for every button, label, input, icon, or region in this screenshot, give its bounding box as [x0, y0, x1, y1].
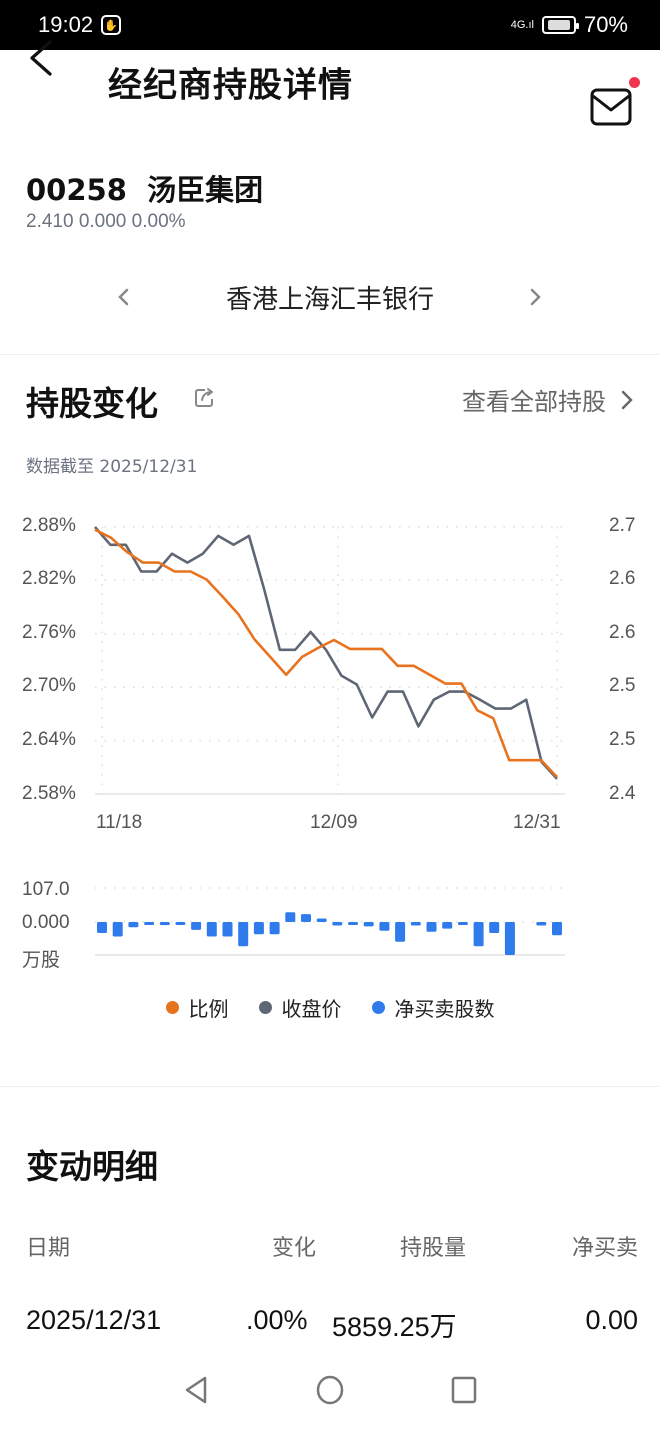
legend-item-net-trade[interactable]: 净买卖股数	[371, 993, 495, 1022]
bar-plot-area	[95, 887, 565, 956]
legend-item-ratio[interactable]: 比例	[165, 993, 229, 1022]
divider	[0, 354, 660, 355]
y-tick-right: 2.5	[609, 675, 636, 696]
legend-item-close-price[interactable]: 收盘价	[258, 993, 342, 1022]
holding-change-title: 持股变化	[26, 384, 158, 423]
y-tick-left: 2.76%	[22, 622, 76, 643]
home-circle-icon[interactable]	[315, 1375, 345, 1405]
row-date: 2025/12/31	[26, 1305, 162, 1335]
y-tick-right: 2.5	[609, 729, 636, 750]
legend-dot-icon	[258, 1001, 272, 1014]
chart-legend: 比例 收盘价 净买卖股数	[0, 993, 660, 1022]
y-tick-left: 2.70%	[22, 675, 76, 696]
next-broker-button[interactable]	[529, 287, 543, 307]
legend-dot-icon	[165, 1001, 179, 1014]
status-time: 19:02	[38, 12, 94, 37]
bar-unit: 万股	[22, 950, 61, 971]
bar-y-tick: 0.000	[22, 912, 70, 933]
battery-percent: 70%	[583, 12, 628, 37]
holding-line-chart[interactable]: 2.88% 2.82% 2.76% 2.70% 2.64% 2.58% 2.7 …	[0, 500, 660, 860]
line-plot-area	[94, 526, 565, 795]
mail-icon[interactable]	[590, 88, 632, 126]
x-tick: 12/31	[513, 812, 561, 833]
y-tick-left: 2.58%	[22, 783, 76, 804]
x-tick: 12/09	[310, 812, 358, 833]
prev-broker-button[interactable]	[116, 287, 130, 307]
hand-icon: ✋	[101, 15, 122, 35]
net-trade-bar-chart[interactable]: 107.0 0.000 万股	[0, 870, 660, 971]
column-header-change: 变化	[272, 1236, 317, 1261]
share-icon[interactable]	[192, 386, 216, 410]
bar-y-tick: 107.0	[22, 879, 70, 900]
broker-name: 香港上海汇丰银行	[225, 284, 434, 315]
notification-dot	[629, 77, 640, 88]
y-tick-right: 2.4	[609, 783, 636, 804]
broker-selector: 香港上海汇丰银行	[0, 275, 660, 319]
y-tick-left: 2.82%	[22, 568, 76, 589]
network-signal-icon: 4G.ıl	[510, 19, 534, 31]
chevron-right-icon	[621, 390, 633, 409]
column-header-holding: 持股量	[400, 1236, 467, 1261]
view-all-holdings-link[interactable]: 查看全部持股	[462, 382, 634, 417]
system-nav-bar	[0, 1350, 660, 1430]
stock-quote: 2.410 0.000 0.00%	[26, 211, 186, 232]
row-change: .00%	[246, 1305, 308, 1335]
back-triangle-icon[interactable]	[183, 1375, 209, 1405]
y-tick-right: 2.6	[609, 622, 636, 643]
column-header-date: 日期	[26, 1236, 71, 1261]
y-tick-left: 2.64%	[22, 729, 76, 750]
status-bar: 19:02 ✋ 4G.ıl 70%	[0, 0, 660, 50]
divider	[0, 1086, 660, 1087]
recents-square-icon[interactable]	[451, 1376, 477, 1404]
row-holding: 5859.25万	[332, 1312, 457, 1342]
column-header-net: 净买卖	[571, 1236, 638, 1261]
data-as-of: 数据截至 2025/12/31	[26, 457, 198, 477]
back-button[interactable]	[24, 38, 60, 78]
y-tick-right: 2.7	[609, 515, 636, 536]
stock-code-name: 00258 汤臣集团	[26, 173, 264, 207]
y-tick-right: 2.6	[609, 568, 636, 589]
x-tick: 11/18	[96, 812, 143, 833]
details-title: 变动明细	[26, 1147, 158, 1186]
battery-icon	[541, 16, 579, 34]
row-net: 0.00	[585, 1305, 638, 1335]
legend-dot-icon	[371, 1001, 385, 1014]
page-title: 经纪商持股详情	[108, 65, 353, 106]
y-tick-left: 2.88%	[22, 515, 76, 536]
